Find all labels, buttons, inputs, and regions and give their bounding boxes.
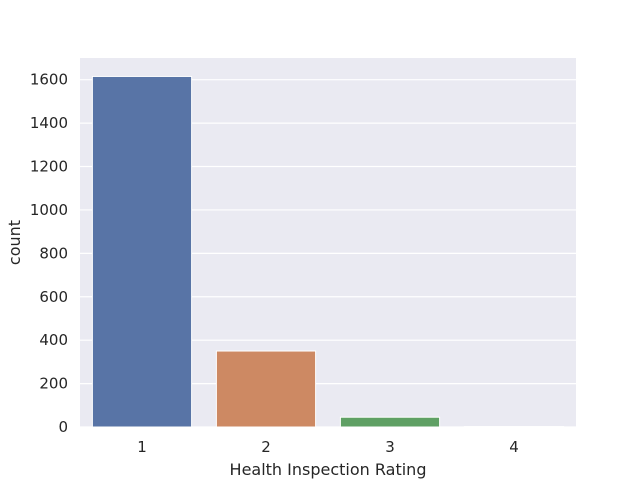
y-tick-labels: 0 200 400 600 800 1000 1200 1400 1600	[30, 71, 68, 436]
x-tick-label: 4	[509, 438, 519, 456]
y-tick-label: 0	[58, 418, 68, 436]
x-axis-label: Health Inspection Rating	[230, 460, 427, 479]
y-tick-label: 1000	[30, 201, 68, 219]
x-tick-label: 2	[261, 438, 271, 456]
y-tick-label: 400	[39, 331, 68, 349]
y-tick-label: 600	[39, 288, 68, 306]
y-tick-label: 1200	[30, 158, 68, 176]
y-tick-label: 200	[39, 375, 68, 393]
bar-2	[215, 350, 317, 428]
x-tick-labels: 1 2 3 4	[137, 438, 519, 456]
y-tick-label: 1600	[30, 71, 68, 89]
bars	[91, 75, 565, 428]
x-tick-label: 3	[385, 438, 395, 456]
bar-3	[339, 416, 441, 428]
x-tick-label: 1	[137, 438, 147, 456]
y-tick-label: 1400	[30, 114, 68, 132]
y-tick-label: 800	[39, 244, 68, 262]
y-axis-label: count	[5, 220, 24, 265]
bar-1	[91, 75, 193, 428]
